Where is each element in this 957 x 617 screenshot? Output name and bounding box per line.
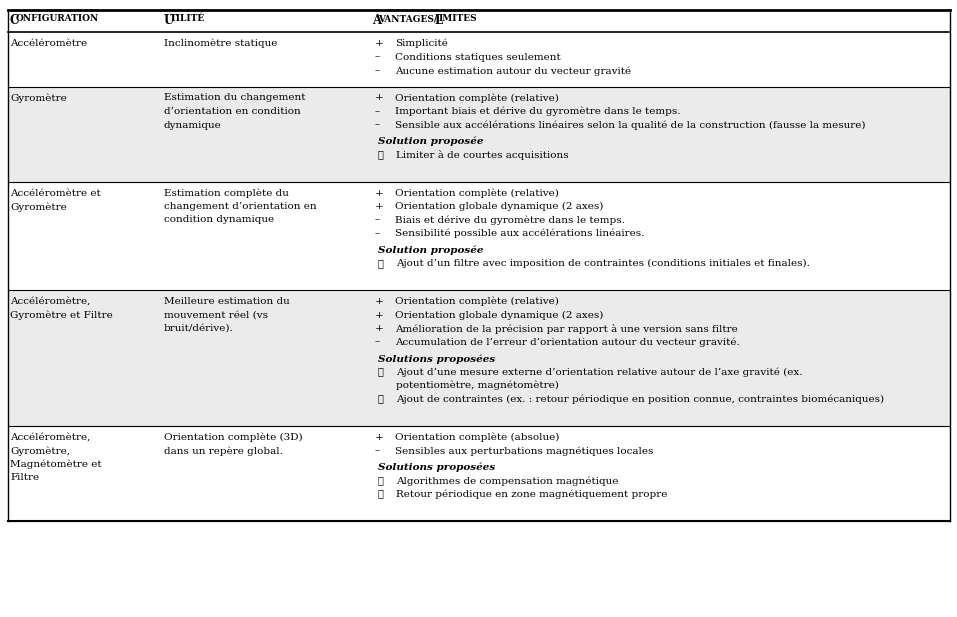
Text: –: – (375, 215, 380, 225)
Text: Simplicité: Simplicité (395, 39, 448, 49)
Text: Retour périodique en zone magnétiquement propre: Retour périodique en zone magnétiquement… (396, 489, 667, 499)
Text: ➤: ➤ (378, 368, 384, 376)
Text: Sensibilité possible aux accélérations linéaires.: Sensibilité possible aux accélérations l… (395, 229, 644, 239)
Text: Estimation complète du: Estimation complète du (164, 189, 289, 198)
Text: Solution proposée: Solution proposée (378, 137, 483, 146)
Text: d’orientation en condition: d’orientation en condition (164, 107, 300, 116)
Text: changement d’orientation en: changement d’orientation en (164, 202, 317, 211)
Text: +: + (375, 324, 384, 333)
Text: dans un repère global.: dans un repère global. (164, 446, 283, 455)
Text: Accéléromètre,: Accéléromètre, (10, 297, 90, 306)
Text: Accéléromètre,: Accéléromètre, (10, 433, 90, 442)
Text: L: L (434, 14, 443, 27)
Text: Gyromètre: Gyromètre (10, 202, 67, 212)
Text: Inclinomètre statique: Inclinomètre statique (164, 39, 278, 49)
Text: Aucune estimation autour du vecteur gravité: Aucune estimation autour du vecteur grav… (395, 66, 631, 75)
Text: potentiomètre, magnétomètre): potentiomètre, magnétomètre) (396, 381, 559, 391)
Text: Ajout de contraintes (ex. : retour périodique en position connue, contraintes bi: Ajout de contraintes (ex. : retour pério… (396, 394, 884, 404)
Text: –: – (375, 66, 380, 75)
Text: Ajout d’une mesure externe d’orientation relative autour de l’axe gravité (ex.: Ajout d’une mesure externe d’orientation… (396, 368, 803, 377)
Text: Orientation complète (relative): Orientation complète (relative) (395, 297, 559, 307)
Bar (8, 86, 950, 181)
Text: –: – (375, 120, 380, 130)
Text: dynamique: dynamique (164, 120, 222, 130)
Text: Gyromètre: Gyromètre (10, 94, 67, 103)
Text: +: + (375, 94, 384, 102)
Text: condition dynamique: condition dynamique (164, 215, 274, 225)
Text: ONFIGURATION: ONFIGURATION (15, 14, 99, 23)
Text: IMITES: IMITES (438, 14, 478, 23)
Text: C: C (10, 14, 19, 27)
Text: Accéléromètre et: Accéléromètre et (10, 189, 100, 197)
Text: VANTAGES/: VANTAGES/ (378, 14, 437, 23)
Text: –: – (375, 229, 380, 238)
Bar (8, 181, 950, 290)
Text: Solution proposée: Solution proposée (378, 246, 483, 255)
Text: mouvement réel (vs: mouvement réel (vs (164, 310, 268, 320)
Text: ➤: ➤ (378, 151, 384, 160)
Text: TILITÉ: TILITÉ (169, 14, 205, 23)
Text: Orientation globale dynamique (2 axes): Orientation globale dynamique (2 axes) (395, 202, 603, 211)
Text: –: – (375, 107, 380, 116)
Text: bruit/dérive).: bruit/dérive). (164, 324, 234, 333)
Text: Solutions proposées: Solutions proposées (378, 463, 496, 472)
Text: Orientation globale dynamique (2 axes): Orientation globale dynamique (2 axes) (395, 310, 603, 320)
Text: +: + (375, 39, 384, 48)
Text: –: – (375, 337, 380, 347)
Text: Estimation du changement: Estimation du changement (164, 94, 305, 102)
Text: –: – (375, 52, 380, 62)
Text: U: U (164, 14, 174, 27)
Text: Orientation complète (3D): Orientation complète (3D) (164, 433, 302, 442)
Bar (8, 426, 950, 521)
Text: Accumulation de l’erreur d’orientation autour du vecteur gravité.: Accumulation de l’erreur d’orientation a… (395, 337, 740, 347)
Text: Biais et dérive du gyromètre dans le temps.: Biais et dérive du gyromètre dans le tem… (395, 215, 625, 225)
Text: Amélioration de la précision par rapport à une version sans filtre: Amélioration de la précision par rapport… (395, 324, 738, 334)
Text: A: A (372, 14, 381, 27)
Text: Sensibles aux perturbations magnétiques locales: Sensibles aux perturbations magnétiques … (395, 446, 654, 455)
Text: +: + (375, 202, 384, 211)
Text: Solutions proposées: Solutions proposées (378, 354, 496, 363)
Text: Important biais et dérive du gyromètre dans le temps.: Important biais et dérive du gyromètre d… (395, 107, 680, 117)
Text: Orientation complète (absolue): Orientation complète (absolue) (395, 433, 560, 442)
Text: +: + (375, 433, 384, 442)
Text: –: – (375, 446, 380, 455)
Text: ➤: ➤ (378, 476, 384, 485)
Text: +: + (375, 189, 384, 197)
Text: Orientation complète (relative): Orientation complète (relative) (395, 94, 559, 103)
Text: Algorithmes de compensation magnétique: Algorithmes de compensation magnétique (396, 476, 618, 486)
Text: Ajout d’un filtre avec imposition de contraintes (conditions initiales et finale: Ajout d’un filtre avec imposition de con… (396, 259, 810, 268)
Text: ➤: ➤ (378, 394, 384, 404)
Text: Sensible aux accélérations linéaires selon la qualité de la construction (fausse: Sensible aux accélérations linéaires sel… (395, 120, 865, 130)
Text: Magnétomètre et: Magnétomètre et (10, 460, 101, 469)
Text: Gyromètre,: Gyromètre, (10, 446, 70, 455)
Text: Limiter à de courtes acquisitions: Limiter à de courtes acquisitions (396, 151, 568, 160)
Text: ➤: ➤ (378, 489, 384, 499)
Text: Meilleure estimation du: Meilleure estimation du (164, 297, 290, 306)
Text: Accéléromètre: Accéléromètre (10, 39, 87, 48)
Text: Orientation complète (relative): Orientation complète (relative) (395, 189, 559, 198)
Bar (8, 32, 950, 86)
Text: Conditions statiques seulement: Conditions statiques seulement (395, 52, 561, 62)
Text: +: + (375, 310, 384, 320)
Text: Filtre: Filtre (10, 473, 39, 482)
Text: ➤: ➤ (378, 259, 384, 268)
Text: Gyromètre et Filtre: Gyromètre et Filtre (10, 310, 113, 320)
Text: +: + (375, 297, 384, 306)
Bar (8, 290, 950, 426)
